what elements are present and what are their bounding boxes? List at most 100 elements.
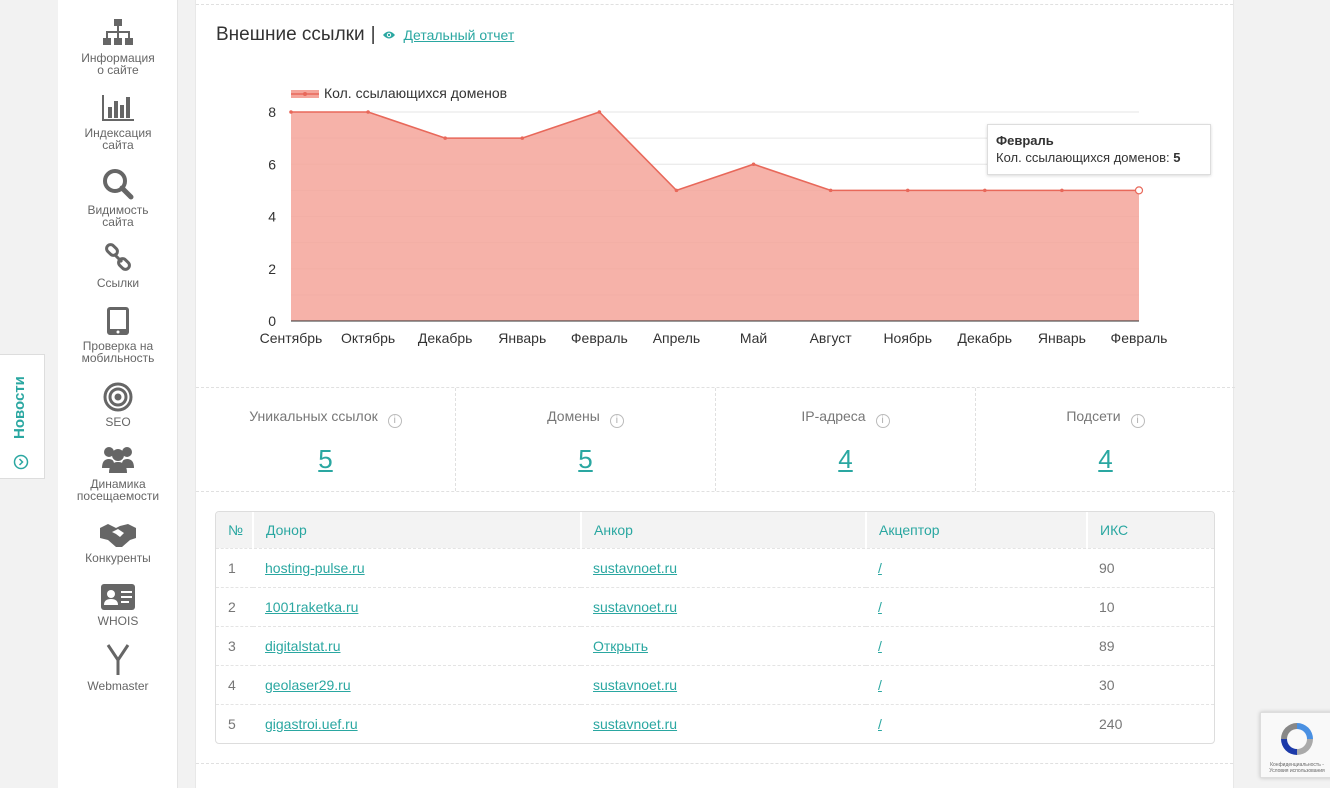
- sidebar-item-competitors[interactable]: Конкуренты: [58, 520, 178, 564]
- anchor-link[interactable]: sustavnoet.ru: [593, 676, 678, 693]
- x-tick-label: Январь: [1038, 330, 1086, 346]
- sidebar-item-label: Видимость сайта: [87, 203, 149, 229]
- data-point: [443, 136, 447, 140]
- donor-link[interactable]: 1001raketka.ru: [265, 598, 359, 615]
- sidebar-item-label: Информация о сайте: [81, 51, 155, 77]
- anchor-link[interactable]: Открыть: [593, 637, 648, 654]
- search-icon: [103, 169, 134, 200]
- recaptcha-badge[interactable]: Конфиденциальность - Условия использован…: [1260, 712, 1330, 778]
- target-icon: [103, 382, 133, 412]
- sidebar-item-label: Проверка на мобильность: [81, 339, 155, 365]
- stat-value[interactable]: 4: [838, 444, 853, 474]
- series-area: [291, 112, 1139, 321]
- backlinks-table: № Донор Анкор Акцептор ИКС 1 hosting-pul…: [215, 511, 1215, 744]
- legend-marker: [303, 92, 307, 96]
- table-header-row: № Донор Анкор Акцептор ИКС: [216, 512, 1214, 548]
- donor-link[interactable]: gigastroi.uef.ru: [265, 715, 358, 732]
- chart-legend: Кол. ссылающихся доменов: [291, 85, 507, 101]
- main-panel: Внешние ссылки | Детальный отчет 0 2 4 6 8 С…: [195, 0, 1235, 788]
- donor-link[interactable]: geolaser29.ru: [265, 676, 351, 693]
- section-title: Внешние ссылки: [216, 24, 365, 45]
- iks-value: 89: [1087, 625, 1214, 665]
- sidebar-item-links[interactable]: Ссылки: [58, 243, 178, 289]
- sidebar-item-label: Webmaster: [87, 679, 149, 693]
- table-row: 1 hosting-pulse.ru sustavnoet.ru / 90: [216, 547, 1214, 587]
- detail-report-link[interactable]: Детальный отчет: [403, 27, 515, 43]
- anchor-link[interactable]: sustavnoet.ru: [593, 598, 678, 615]
- table-row: 2 1001raketka.ru sustavnoet.ru / 10: [216, 586, 1214, 626]
- info-icon[interactable]: i: [609, 414, 624, 428]
- stat-label: Уникальных ссылок: [249, 408, 378, 424]
- iks-value: 10: [1087, 586, 1214, 626]
- sidebar-item-seo[interactable]: SEO: [58, 382, 178, 428]
- info-icon[interactable]: i: [875, 414, 890, 428]
- recaptcha-text: Конфиденциальность - Условия использован…: [1269, 762, 1325, 774]
- x-tick-label: Октябрь: [341, 330, 395, 346]
- col-acceptor: Акцептор: [866, 512, 1088, 548]
- data-point: [1060, 188, 1064, 193]
- sidebar-item-label: SEO: [105, 415, 131, 429]
- iks-value: 90: [1087, 547, 1214, 587]
- stat-label: Домены: [547, 408, 600, 424]
- iks-value: 240: [1087, 703, 1214, 743]
- x-tick-label: Август: [810, 330, 853, 346]
- chart-y-axis: 0 2 4 6 8: [268, 104, 276, 329]
- table-row: 5 gigastroi.uef.ru sustavnoet.ru / 240: [216, 703, 1214, 743]
- chart-x-axis: Сентябрь Октябрь Декабрь Январь Февраль Апрел…: [260, 330, 1168, 346]
- acceptor-link[interactable]: /: [878, 598, 882, 615]
- info-icon[interactable]: i: [387, 414, 402, 428]
- x-tick-label: Январь: [498, 330, 546, 346]
- sidebar-item-indexing[interactable]: Индексация сайта: [58, 93, 178, 151]
- sitemap-icon: [103, 19, 133, 45]
- chart-area: [289, 110, 1144, 322]
- divider: [196, 4, 1233, 5]
- sidebar-item-webmaster[interactable]: Webmaster: [58, 644, 178, 692]
- table-row: 4 geolaser29.ru sustavnoet.ru / 30: [216, 664, 1214, 704]
- iks-value: 30: [1087, 664, 1214, 704]
- stat-unique-links: Уникальных ссылок i 5: [196, 388, 456, 491]
- series-line: [291, 111, 1139, 192]
- chevron-circle-icon: [13, 454, 29, 470]
- sidebar-item-traffic[interactable]: Динамика посещаемости: [58, 444, 178, 502]
- row-number: 3: [216, 625, 253, 665]
- col-iks: ИКС: [1087, 512, 1214, 548]
- handshake-icon: [100, 524, 136, 547]
- acceptor-link[interactable]: /: [878, 559, 882, 576]
- row-number: 4: [216, 664, 253, 704]
- id-card-icon: [101, 584, 135, 610]
- acceptor-link[interactable]: /: [878, 715, 882, 732]
- bar-chart-icon: [102, 95, 134, 121]
- sidebar-item-site-info[interactable]: Информация о сайте: [58, 18, 178, 76]
- sidebar-item-visibility[interactable]: Видимость сайта: [58, 168, 178, 228]
- info-icon[interactable]: i: [1130, 414, 1145, 428]
- tooltip-value: 5: [1173, 150, 1181, 165]
- legend-label: Кол. ссылающихся доменов: [324, 85, 507, 101]
- x-tick-label: Ноябрь: [883, 330, 932, 346]
- col-number: №: [216, 512, 254, 548]
- acceptor-link[interactable]: /: [878, 637, 882, 654]
- row-number: 5: [216, 703, 253, 743]
- row-number: 2: [216, 586, 253, 626]
- x-tick-label: Февраль: [1111, 330, 1168, 346]
- sidebar-item-mobile[interactable]: Проверка на мобильность: [58, 306, 178, 364]
- col-donor: Донор: [253, 512, 582, 548]
- anchor-link[interactable]: sustavnoet.ru: [593, 715, 678, 732]
- acceptor-link[interactable]: /: [878, 676, 882, 693]
- sidebar-item-label: Конкуренты: [85, 551, 151, 565]
- table-row: 3 digitalstat.ru Открыть / 89: [216, 625, 1214, 665]
- stat-value[interactable]: 5: [318, 444, 333, 474]
- x-tick-label: Февраль: [571, 330, 628, 346]
- sidebar-item-label: Ссылки: [96, 276, 140, 290]
- stat-value[interactable]: 5: [578, 444, 593, 474]
- donor-link[interactable]: hosting-pulse.ru: [265, 559, 365, 576]
- stat-value[interactable]: 4: [1098, 444, 1113, 474]
- donor-link[interactable]: digitalstat.ru: [265, 637, 341, 654]
- sidebar-item-whois[interactable]: WHOIS: [58, 583, 178, 627]
- yandex-icon: [106, 644, 130, 675]
- x-tick-label: Декабрь: [958, 330, 1013, 346]
- tooltip-title: Февраль: [996, 133, 1054, 148]
- x-tick-label: Апрель: [653, 330, 701, 346]
- anchor-link[interactable]: sustavnoet.ru: [593, 559, 678, 576]
- stat-subnets: Подсети i 4: [976, 388, 1235, 491]
- news-tab[interactable]: Новости: [0, 354, 45, 479]
